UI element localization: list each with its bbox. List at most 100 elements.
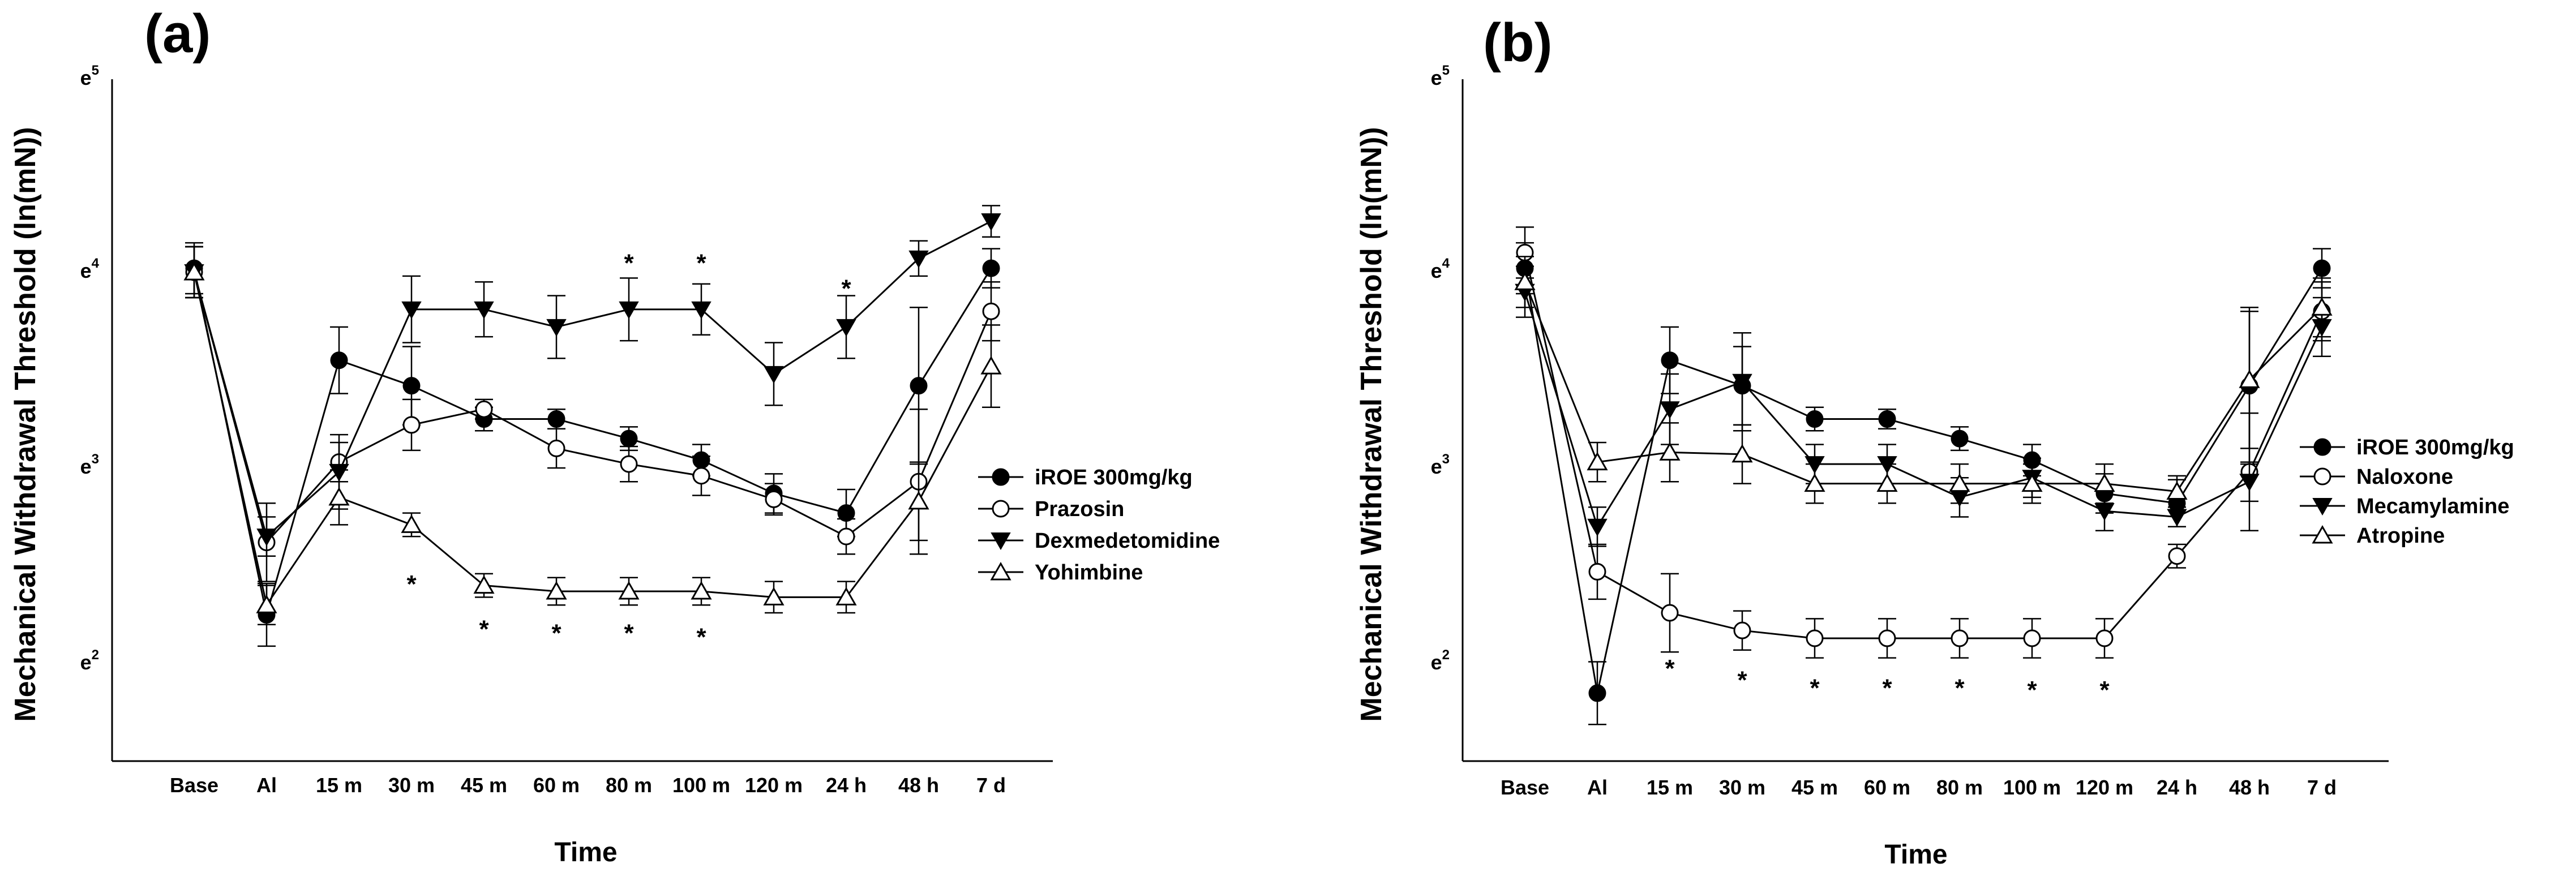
data-point	[1661, 351, 1679, 370]
legend-label: iROE 300mg/kg	[1035, 466, 1193, 489]
significance-star: *	[696, 250, 706, 277]
ytick-label: e2	[80, 647, 99, 674]
panel-a-ytick-labels: e5 e4 e3 e2	[80, 63, 100, 674]
legend-marker	[991, 532, 1011, 551]
xtick-label: 30 m	[388, 774, 435, 797]
data-point	[836, 319, 856, 337]
significance-star: *	[624, 250, 634, 277]
data-point	[2168, 547, 2186, 565]
panel-b-xlabel: Time	[1884, 840, 1947, 870]
significance-star: *	[2027, 676, 2037, 704]
legend-item: Atropine	[2300, 524, 2445, 548]
xtick-label: 60 m	[1864, 776, 1910, 799]
xtick-label: 80 m	[606, 774, 652, 797]
data-point	[982, 302, 1000, 320]
panel-b-chart: (b) Mechanical Withdrawal Threshold (ln(…	[1355, 12, 2514, 870]
xtick-label: 48 h	[2229, 776, 2270, 799]
data-point	[402, 377, 421, 395]
panel-b-ytick-labels: e5 e4 e3 e2	[1431, 63, 1450, 674]
data-point	[692, 467, 710, 485]
data-point	[763, 587, 785, 605]
significance-star: *	[1737, 667, 1747, 694]
data-point	[2166, 481, 2188, 500]
data-point	[620, 429, 638, 448]
data-point	[402, 416, 421, 434]
ytick-label: e3	[80, 452, 99, 478]
data-point	[1878, 410, 1896, 428]
xtick-label: Al	[256, 774, 277, 797]
data-point	[691, 581, 712, 600]
xtick-label: 80 m	[1936, 776, 1983, 799]
significance-star: *	[479, 616, 489, 643]
legend-item: Mecamylamine	[2300, 495, 2509, 518]
series-line	[193, 268, 992, 615]
data-point	[1661, 604, 1679, 622]
data-point	[620, 455, 638, 473]
legend-label: Prazosin	[1035, 497, 1124, 521]
data-point	[547, 410, 565, 428]
legend-label: Naloxone	[2356, 465, 2453, 489]
data-point	[1876, 473, 1898, 492]
legend-marker	[2312, 525, 2333, 544]
significance-star: *	[406, 570, 417, 598]
xtick-label: 45 m	[1791, 776, 1838, 799]
data-point	[982, 259, 1000, 277]
xtick-label: 7 d	[976, 774, 1006, 797]
data-point	[328, 487, 350, 506]
significance-star: *	[2099, 676, 2110, 704]
ytick-label: e4	[80, 256, 100, 282]
data-point	[835, 587, 857, 605]
data-point	[546, 319, 567, 337]
data-point	[2094, 473, 2115, 492]
data-point	[2023, 629, 2041, 647]
xtick-label: Base	[170, 774, 218, 797]
data-point	[1733, 621, 1751, 639]
panel-b-annotations: * * * * * * *	[1665, 655, 2110, 704]
panel-b-xtick-labels: Base Al 15 m 30 m 45 m 60 m 80 m 100 m 120 m 24 h…	[1501, 776, 2337, 799]
series-line	[1524, 252, 2323, 639]
data-point	[837, 527, 855, 545]
legend-label: iROE 300mg/kg	[2356, 436, 2514, 459]
xtick-label: 120 m	[745, 774, 803, 797]
series-line	[1524, 281, 2323, 493]
data-point	[908, 491, 929, 510]
data-point	[2021, 473, 2043, 492]
ytick-label: e5	[1431, 63, 1450, 89]
ytick-label: e4	[1431, 256, 1450, 282]
significance-star: *	[624, 620, 634, 647]
data-point	[1804, 473, 1825, 492]
xtick-label: 15 m	[316, 774, 362, 797]
xtick-label: 48 h	[898, 774, 939, 797]
data-point	[256, 595, 277, 613]
panel-a-xtick-labels: Base Al 15 m 30 m 45 m 60 m 80 m 100 m 120 m 24 h…	[170, 774, 1006, 797]
data-point	[2095, 629, 2114, 647]
xtick-label: 24 h	[826, 774, 867, 797]
legend-label: Atropine	[2356, 524, 2445, 548]
data-point	[981, 213, 1001, 231]
data-point	[1514, 272, 1536, 290]
significance-star: *	[1665, 655, 1675, 682]
data-point	[910, 377, 928, 395]
legend-item: Yohimbine	[978, 561, 1143, 585]
panel-a-xlabel: Time	[554, 837, 617, 867]
data-point	[1588, 684, 1606, 702]
data-point	[1806, 410, 1824, 428]
xtick-label: 120 m	[2076, 776, 2133, 799]
xtick-label: 15 m	[1647, 776, 1693, 799]
panel-a-legend: iROE 300mg/kg Prazosin Dexmedetomidine Yohi…	[978, 466, 1220, 585]
xtick-label: 30 m	[1719, 776, 1765, 799]
data-point	[1951, 629, 1969, 647]
data-point	[474, 301, 494, 319]
panel-a-chart: (a) Mechanical Withdrawal Threshold (ln(…	[9, 3, 1220, 867]
data-point	[1806, 629, 1824, 647]
data-point	[547, 439, 565, 457]
series-yohimbine	[183, 246, 1002, 626]
ytick-label: e3	[1431, 452, 1450, 478]
panel-b-ylabel: Mechanical Withdrawal Threshold (ln(mN))	[1355, 127, 1388, 721]
legend-marker	[990, 561, 1011, 581]
panel-a-ylabel: Mechanical Withdrawal Threshold (ln(mN))	[9, 127, 42, 721]
legend-item: iROE 300mg/kg	[2300, 436, 2514, 459]
series-iroe-300mg-kg	[185, 242, 1000, 647]
series-dexmedetomidine	[184, 205, 1001, 557]
